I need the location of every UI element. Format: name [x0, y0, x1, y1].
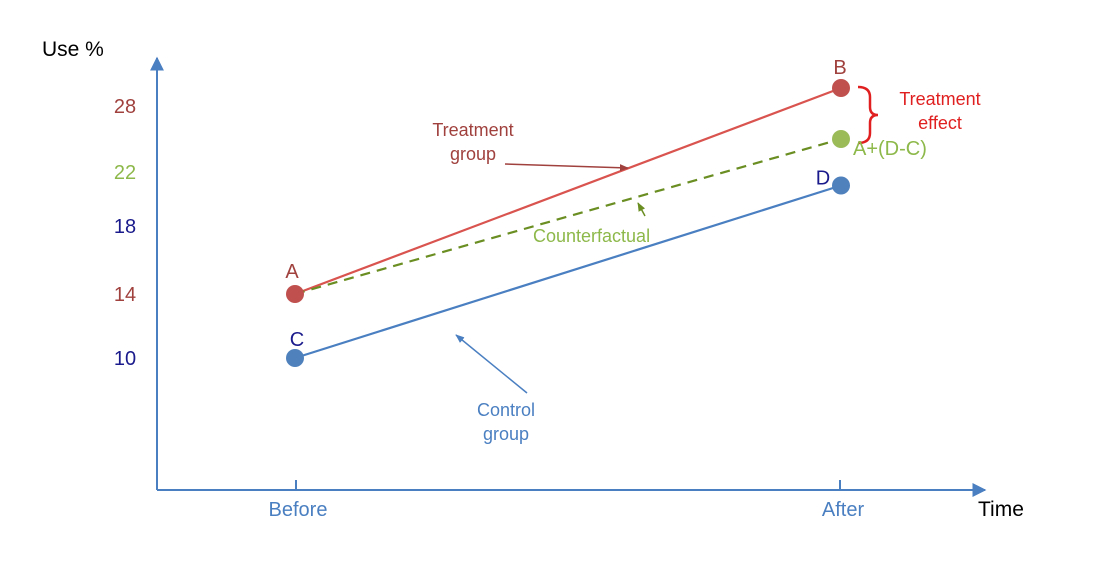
treatment-group-annotation-line1: Treatment — [432, 120, 513, 140]
series-line-treatment-group — [294, 86, 842, 296]
point-label-a-d-c-: A+(D-C) — [853, 138, 927, 160]
point-treatment-group-before — [286, 285, 304, 303]
point-label-a: A — [285, 261, 299, 283]
treatment-effect-bracket — [857, 85, 879, 145]
counterfactual-annotation: Counterfactual — [533, 226, 650, 246]
series-lines — [294, 86, 842, 360]
control-group-pointer — [455, 334, 528, 394]
y-axis-title: Use % — [42, 38, 104, 61]
y-tick-label-22: 22 — [114, 162, 136, 184]
y-tick-label-28: 28 — [114, 96, 136, 118]
y-tick-labels: 10 14 18 22 28 — [114, 96, 136, 370]
point-counterfactual-after — [832, 130, 850, 148]
point-control-group-after — [832, 176, 850, 195]
x-category-label-before: Before — [269, 499, 328, 521]
point-label-c: C — [290, 329, 304, 351]
x-category-label-after: After — [822, 499, 865, 521]
y-tick-label-14: 14 — [114, 284, 136, 306]
point-label-b: B — [833, 57, 846, 79]
y-tick-label-18: 18 — [114, 216, 136, 238]
counterfactual-pointer — [637, 202, 646, 217]
series-points: A B A+(D-C) C D — [285, 57, 927, 367]
control-group-annotation-line2: group — [483, 424, 529, 444]
point-control-group-before — [286, 349, 304, 367]
treatment-effect-annotation-line2: effect — [918, 113, 962, 133]
point-treatment-group-after — [832, 79, 850, 97]
series-line-counterfactual — [294, 137, 842, 296]
series-line-control-group — [294, 184, 842, 360]
treatment-group-annotation-line2: group — [450, 144, 496, 164]
x-axis-title: Time — [978, 498, 1024, 521]
treatment-group-pointer — [504, 163, 629, 172]
control-group-annotation-line1: Control — [477, 400, 535, 420]
point-label-d: D — [816, 168, 830, 190]
y-tick-label-10: 10 — [114, 348, 136, 370]
treatment-effect-annotation-line1: Treatment — [899, 89, 980, 109]
